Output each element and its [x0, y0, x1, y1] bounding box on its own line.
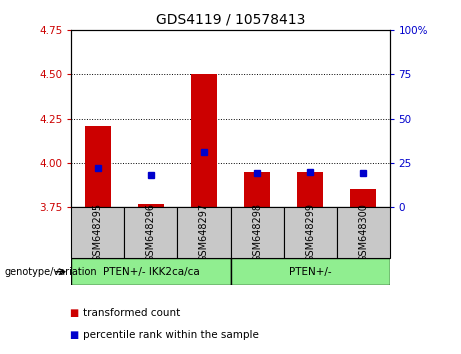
Text: GSM648296: GSM648296: [146, 203, 156, 262]
Bar: [71, 207, 124, 258]
Text: GSM648297: GSM648297: [199, 203, 209, 262]
Bar: [297, 172, 323, 207]
Text: GSM648300: GSM648300: [358, 203, 368, 262]
Bar: [71, 258, 230, 285]
Text: transformed count: transformed count: [83, 308, 180, 318]
Bar: [284, 207, 337, 258]
Bar: [244, 172, 270, 207]
Bar: [85, 126, 111, 207]
Text: PTEN+/-: PTEN+/-: [289, 267, 331, 277]
Text: GSM648299: GSM648299: [305, 203, 315, 262]
Text: GSM648295: GSM648295: [93, 203, 103, 262]
Bar: [337, 207, 390, 258]
Text: GSM648298: GSM648298: [252, 203, 262, 262]
Text: genotype/variation: genotype/variation: [5, 267, 97, 277]
Bar: [230, 207, 284, 258]
Text: ■: ■: [69, 308, 78, 318]
Text: percentile rank within the sample: percentile rank within the sample: [83, 330, 259, 339]
Bar: [177, 207, 230, 258]
Bar: [350, 189, 376, 207]
Text: ■: ■: [69, 330, 78, 339]
Text: GDS4119 / 10578413: GDS4119 / 10578413: [156, 12, 305, 27]
Bar: [230, 258, 390, 285]
Bar: [124, 207, 177, 258]
Bar: [138, 204, 164, 207]
Text: PTEN+/- IKK2ca/ca: PTEN+/- IKK2ca/ca: [103, 267, 199, 277]
Bar: [191, 74, 217, 207]
